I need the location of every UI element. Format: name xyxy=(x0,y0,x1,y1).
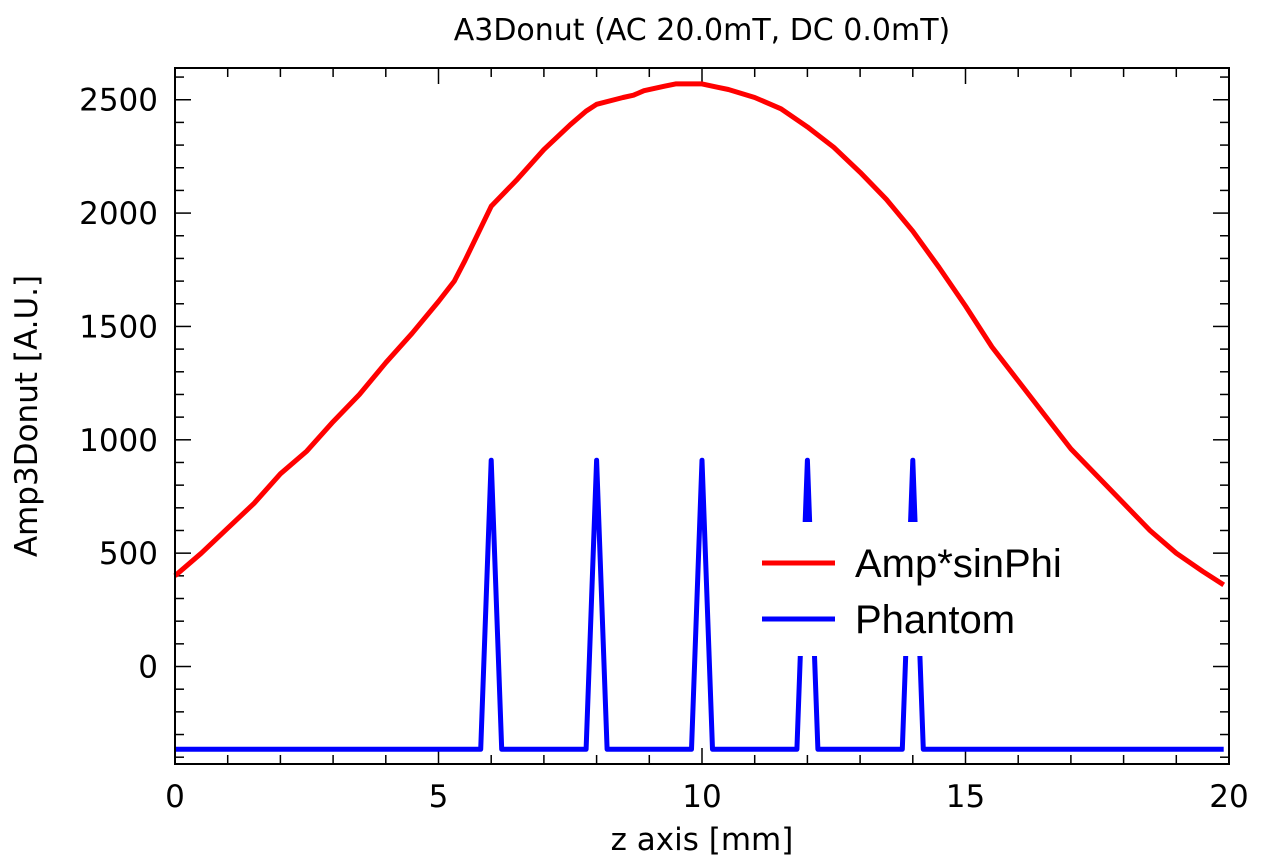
y-tick-label: 1500 xyxy=(79,309,158,345)
x-axis-label: z axis [mm] xyxy=(611,822,794,858)
y-tick-label: 2000 xyxy=(79,196,158,232)
tick-layer xyxy=(174,68,1230,764)
y-tick-label: 500 xyxy=(99,536,158,572)
chart-title: A3Donut (AC 20.0mT, DC 0.0mT) xyxy=(454,13,951,48)
x-tick-label: 0 xyxy=(165,779,185,815)
tick-label-layer: 0 5 10 15 20 0 500 1000 1500 2000 2500 xyxy=(79,83,1249,815)
x-tick-label: 5 xyxy=(429,779,449,815)
series-line-amp-sinphi xyxy=(173,81,1226,588)
x-tick-label: 10 xyxy=(682,779,721,815)
legend-background xyxy=(748,522,1128,656)
legend-label: Phantom xyxy=(855,598,1015,642)
y-axis-label: Amp3Donut [A.U.] xyxy=(9,275,45,557)
x-tick-label: 15 xyxy=(946,779,985,815)
y-tick-label: 1000 xyxy=(79,423,158,459)
plot-frame xyxy=(174,67,1230,765)
x-tick-label: 20 xyxy=(1209,779,1248,815)
y-tick-label: 0 xyxy=(138,650,158,686)
legend: Amp*sinPhi Phantom xyxy=(762,542,1062,642)
legend-label: Amp*sinPhi xyxy=(855,542,1062,586)
y-tick-label: 2500 xyxy=(79,83,158,119)
